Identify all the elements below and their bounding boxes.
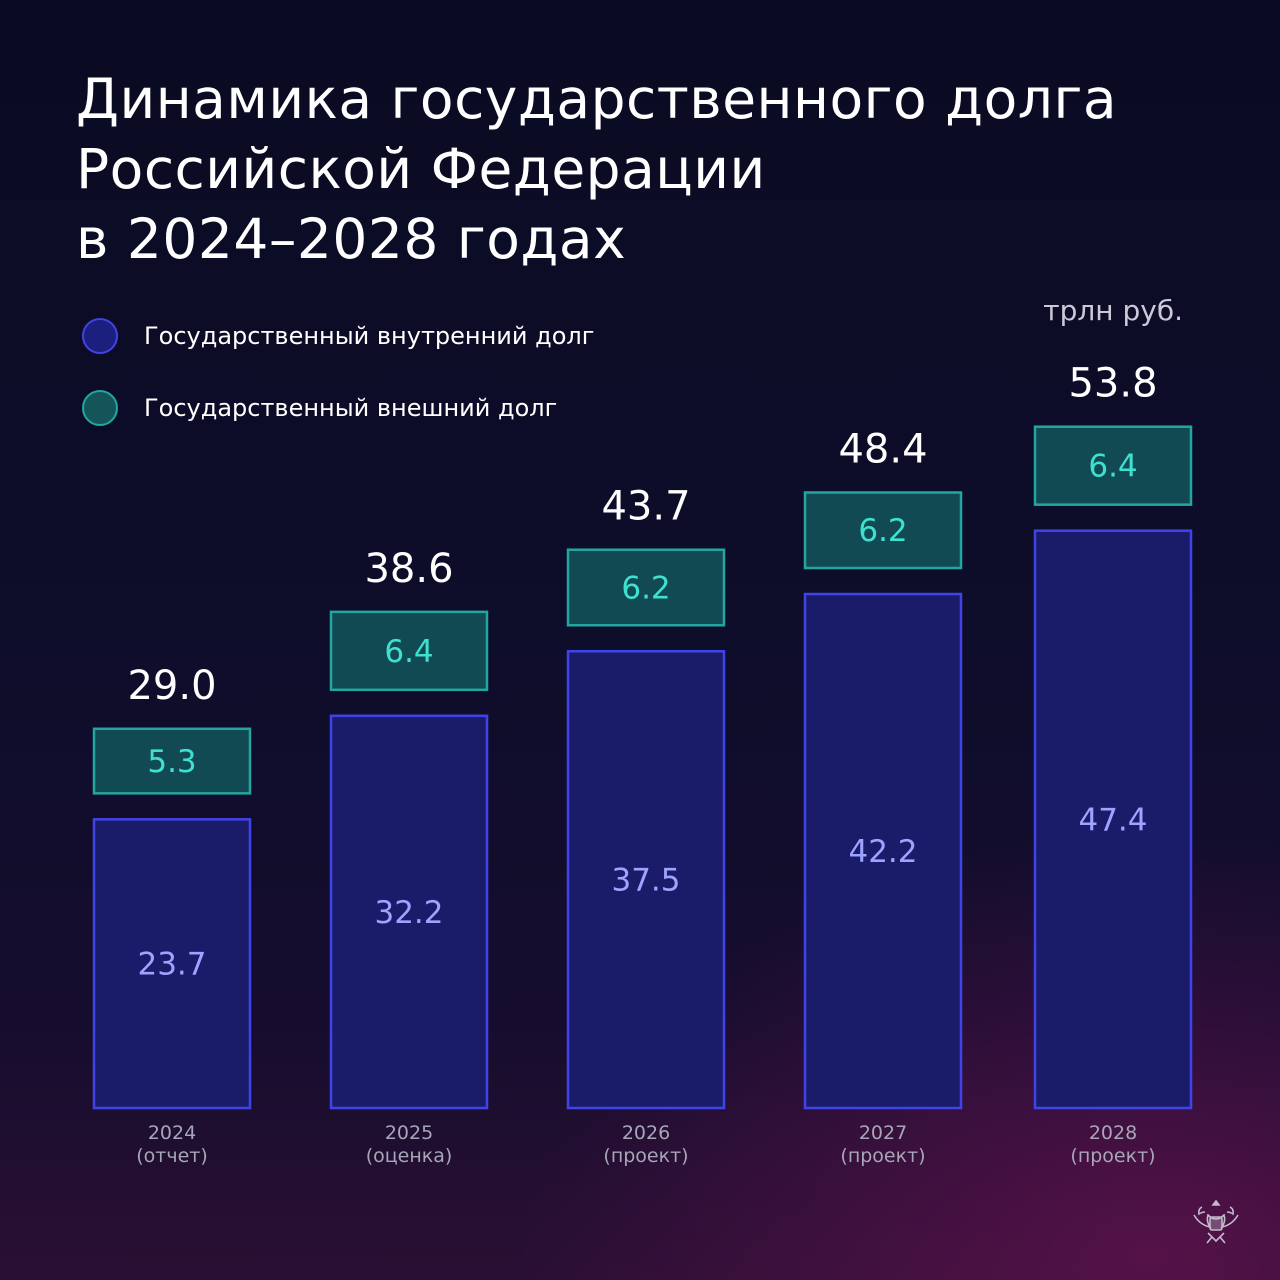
x-tick-note-2025: (оценка) bbox=[366, 1145, 453, 1167]
bar-external-2025 bbox=[329, 610, 489, 692]
double-headed-eagle-icon bbox=[1193, 1199, 1239, 1244]
total-label-2025: 38.6 bbox=[364, 546, 453, 592]
value-label-domestic-2025: 32.2 bbox=[374, 895, 443, 931]
legend-swatch-external bbox=[82, 390, 118, 426]
x-tick-note-2027: (проект) bbox=[840, 1145, 925, 1167]
bar-domestic-2028 bbox=[1033, 529, 1193, 1110]
value-label-domestic-2026: 37.5 bbox=[611, 863, 680, 899]
total-label-2024: 29.0 bbox=[127, 663, 216, 709]
legend-label-domestic: Государственный внутренний долг bbox=[144, 322, 595, 350]
legend-swatch-domestic bbox=[82, 318, 118, 354]
chart-title-line-2: Российской Федерации bbox=[76, 137, 766, 201]
bar-external-2027 bbox=[803, 491, 963, 570]
x-tick-label-2026: 2026 bbox=[622, 1122, 670, 1144]
bar-domestic-2025 bbox=[329, 714, 489, 1110]
x-tick-label-2028: 2028 bbox=[1089, 1122, 1137, 1144]
total-label-2028: 53.8 bbox=[1068, 361, 1157, 407]
unit-label: трлн руб. bbox=[1043, 294, 1183, 327]
bar-external-2024 bbox=[92, 727, 252, 795]
total-label-2027: 48.4 bbox=[838, 426, 927, 472]
legend-label-external: Государственный внешний долг bbox=[144, 394, 558, 422]
bar-external-2026 bbox=[566, 548, 726, 627]
x-tick-label-2027: 2027 bbox=[859, 1122, 907, 1144]
bar-domestic-2026 bbox=[566, 650, 726, 1110]
chart-title-line-1: Динамика государственного долга bbox=[76, 67, 1118, 131]
total-label-2026: 43.7 bbox=[601, 484, 690, 530]
chart-title: Динамика государственного долга Российск… bbox=[76, 64, 1226, 274]
x-tick-label-2024: 2024 bbox=[148, 1122, 196, 1144]
value-label-external-2026: 6.2 bbox=[621, 570, 670, 606]
x-tick-note-2024: (отчет) bbox=[136, 1145, 208, 1167]
value-label-domestic-2024: 23.7 bbox=[137, 947, 206, 983]
bar-domestic-2024 bbox=[92, 818, 252, 1110]
value-label-external-2024: 5.3 bbox=[147, 744, 196, 780]
bar-domestic-2027 bbox=[803, 592, 963, 1110]
bar-external-2028 bbox=[1033, 425, 1193, 506]
value-label-external-2028: 6.4 bbox=[1088, 449, 1137, 485]
value-label-external-2025: 6.4 bbox=[384, 634, 433, 670]
value-label-domestic-2027: 42.2 bbox=[848, 834, 917, 870]
value-label-external-2027: 6.2 bbox=[858, 513, 907, 549]
value-label-domestic-2028: 47.4 bbox=[1078, 802, 1147, 838]
x-tick-note-2028: (проект) bbox=[1070, 1145, 1155, 1167]
x-tick-note-2026: (проект) bbox=[603, 1145, 688, 1167]
x-tick-label-2025: 2025 bbox=[385, 1122, 433, 1144]
chart-title-line-3: в 2024–2028 годах bbox=[76, 207, 627, 271]
